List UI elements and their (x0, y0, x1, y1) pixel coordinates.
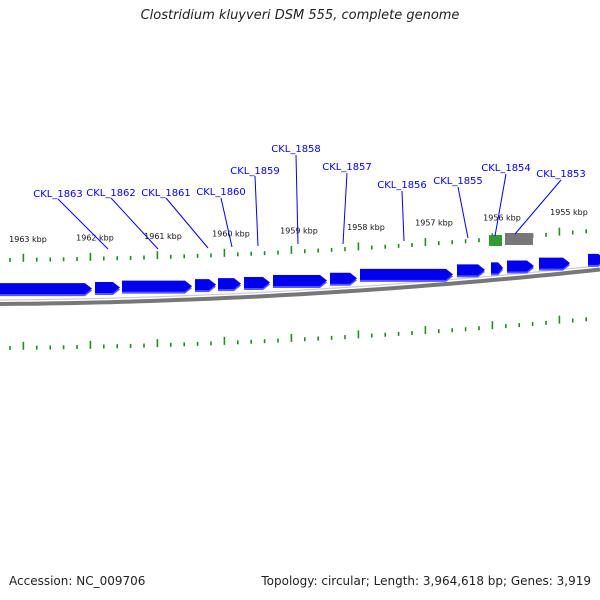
gene-arrow (218, 278, 241, 290)
kbp-label: 1955 kbp (550, 208, 588, 217)
label-leader-line (220, 197, 233, 248)
kbp-label: 1958 kbp (347, 223, 385, 232)
kbp-label: 1957 kbp (415, 219, 453, 228)
gene-arrow (360, 268, 453, 280)
gene-label[interactable]: CKL_1854 (481, 163, 531, 174)
gene-label[interactable]: CKL_1862 (86, 188, 136, 199)
label-leader-line (110, 197, 159, 250)
genome-summary-text: Topology: circular; Length: 3,964,618 bp… (261, 574, 591, 588)
kbp-label: 1962 kbp (76, 234, 114, 243)
gene-arrow (588, 253, 600, 265)
gene-label[interactable]: CKL_1855 (433, 176, 483, 187)
kbp-label: 1959 kbp (280, 227, 318, 236)
gene-label[interactable]: CKL_1853 (536, 169, 586, 180)
label-leaders (57, 154, 562, 250)
gene-arrow (122, 280, 192, 292)
kbp-label: 1956 kbp (483, 213, 521, 222)
label-leader-line (514, 179, 562, 235)
label-leader-line (165, 197, 209, 249)
bottom-ticks (9, 315, 588, 350)
gene-arrow (330, 272, 357, 284)
gene-arrow (491, 262, 503, 274)
kbp-scale: 1963 kbp 1962 kbp 1961 kbp 1960 kbp 1959 kbp… (9, 208, 588, 244)
gene-arrow (507, 260, 534, 272)
backbone-track (0, 264, 600, 306)
rna-gene-block (489, 235, 502, 247)
gene-label[interactable]: CKL_1860 (196, 187, 246, 198)
gene-labels: CKL_1863 CKL_1862 CKL_1861 CKL_1860 CKL_1859… (33, 144, 586, 200)
label-leader-line (494, 173, 507, 237)
accession-text: Accession: NC_009706 (9, 574, 146, 588)
gene-arrow (195, 279, 216, 291)
kbp-label: 1963 kbp (9, 235, 47, 244)
label-leader-line (457, 186, 469, 239)
gene-label[interactable]: CKL_1859 (230, 166, 280, 177)
gene-arrow (457, 264, 485, 276)
backbone-highlight (0, 264, 600, 301)
gene-label[interactable]: CKL_1861 (141, 188, 191, 199)
gene-arrow (0, 283, 92, 295)
gene-label[interactable]: CKL_1856 (377, 180, 427, 191)
kbp-label: 1960 kbp (212, 230, 250, 239)
label-leader-line (254, 175, 259, 247)
label-leader-line (295, 154, 299, 245)
gene-arrow (244, 277, 270, 289)
kbp-label: 1961 kbp (144, 232, 182, 241)
genome-title: Clostridium kluyveri DSM 555, complete g… (140, 8, 460, 23)
gene-track (0, 233, 600, 297)
label-leader-line (342, 172, 348, 245)
gene-label[interactable]: CKL_1857 (322, 162, 372, 173)
label-leader-line (57, 198, 109, 250)
gene-arrow (539, 257, 570, 269)
backbone-line (0, 267, 600, 306)
gene-label[interactable]: CKL_1863 (33, 189, 83, 200)
gene-label[interactable]: CKL_1858 (271, 144, 321, 155)
gene-arrow (95, 281, 120, 293)
label-leader-line (401, 190, 405, 242)
gene-arrow (273, 275, 327, 286)
feature-block (505, 233, 533, 246)
